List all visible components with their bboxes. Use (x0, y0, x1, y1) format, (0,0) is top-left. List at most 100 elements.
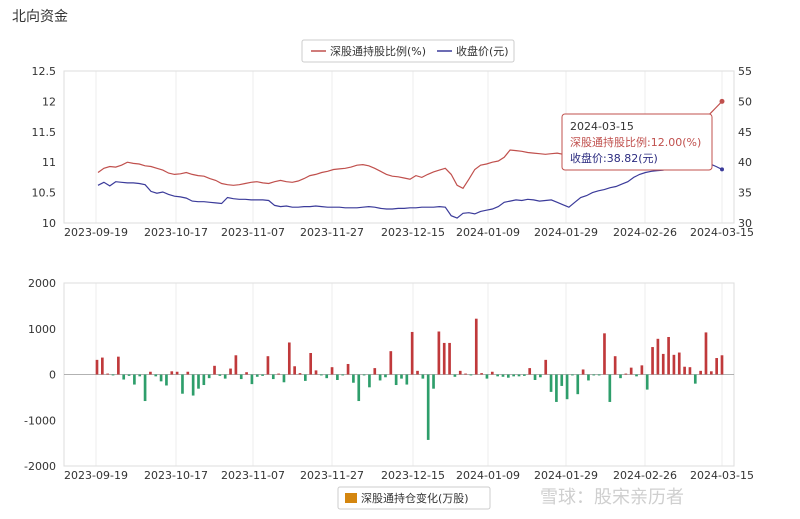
change-bar[interactable] (261, 374, 264, 376)
change-bar[interactable] (400, 374, 403, 379)
change-bar[interactable] (410, 331, 414, 375)
change-bar[interactable] (720, 355, 724, 375)
change-bar[interactable] (709, 371, 713, 375)
change-bar[interactable] (207, 374, 211, 379)
change-bar[interactable] (389, 351, 393, 375)
change-bar[interactable] (448, 342, 451, 375)
change-bar[interactable] (266, 356, 270, 375)
change-bar[interactable] (245, 372, 248, 375)
change-bar[interactable] (362, 374, 366, 376)
change-bar[interactable] (619, 374, 622, 379)
change-bar[interactable] (469, 374, 473, 376)
change-bar[interactable] (645, 374, 649, 390)
change-bar[interactable] (656, 338, 660, 375)
change-bar[interactable] (635, 374, 638, 377)
change-bar[interactable] (309, 353, 313, 375)
change-bar[interactable] (683, 366, 686, 375)
change-bar[interactable] (480, 373, 483, 375)
change-bar[interactable] (336, 374, 339, 380)
ratio-end-point[interactable] (719, 98, 725, 104)
change-bar[interactable] (218, 374, 222, 376)
change-bar[interactable] (341, 374, 345, 376)
change-bar[interactable] (170, 371, 174, 375)
change-bar[interactable] (560, 374, 564, 386)
change-bar[interactable] (405, 374, 409, 385)
change-bar[interactable] (255, 374, 259, 377)
change-bar[interactable] (442, 342, 446, 375)
change-bar[interactable] (165, 374, 168, 386)
change-bar[interactable] (234, 355, 238, 375)
change-bar[interactable] (672, 354, 676, 375)
change-bar[interactable] (592, 374, 596, 376)
change-bar[interactable] (346, 363, 350, 375)
change-bar[interactable] (352, 374, 355, 383)
change-bar[interactable] (661, 353, 665, 375)
change-bar[interactable] (555, 374, 558, 402)
change-bar[interactable] (282, 374, 286, 383)
change-bar[interactable] (512, 374, 515, 377)
change-bar[interactable] (229, 368, 232, 375)
change-bar[interactable] (117, 356, 120, 375)
change-bar[interactable] (539, 374, 542, 378)
change-bar[interactable] (202, 374, 206, 386)
change-bar[interactable] (304, 374, 307, 381)
change-bar[interactable] (688, 367, 692, 375)
change-bar[interactable] (565, 374, 569, 400)
change-bar[interactable] (373, 368, 377, 375)
change-bar[interactable] (426, 374, 430, 440)
change-bar[interactable] (608, 374, 612, 402)
change-bar[interactable] (544, 359, 548, 375)
bottom-legend[interactable]: 深股通持仓变化(万股) (337, 486, 491, 510)
change-bar[interactable] (394, 374, 398, 386)
change-bar[interactable] (95, 359, 99, 375)
change-bar[interactable] (378, 374, 382, 381)
change-bar[interactable] (667, 336, 670, 375)
change-bar[interactable] (485, 374, 489, 379)
change-bar[interactable] (490, 371, 494, 375)
change-bar[interactable] (330, 367, 334, 375)
change-bar[interactable] (603, 333, 606, 375)
change-bar[interactable] (293, 366, 296, 375)
change-bar[interactable] (101, 357, 104, 375)
change-bar[interactable] (715, 358, 718, 375)
change-bar[interactable] (693, 374, 697, 384)
change-bar[interactable] (496, 374, 499, 377)
top-legend[interactable]: 深股通持股比例(%) 收盘价(元) (301, 39, 515, 63)
change-bar[interactable] (213, 365, 216, 375)
change-bar[interactable] (149, 371, 152, 375)
change-bar[interactable] (613, 356, 617, 375)
change-bar[interactable] (506, 374, 510, 378)
change-bar[interactable] (699, 370, 702, 375)
change-bar[interactable] (474, 318, 478, 375)
change-bar[interactable] (384, 374, 387, 378)
change-bar[interactable] (581, 369, 585, 375)
change-bar[interactable] (127, 374, 131, 376)
change-bar[interactable] (239, 374, 243, 380)
change-bar[interactable] (624, 373, 628, 375)
change-bar[interactable] (597, 374, 601, 376)
change-bar[interactable] (458, 370, 462, 375)
price-end-point[interactable] (720, 167, 724, 172)
change-bar[interactable] (437, 331, 441, 375)
change-bar[interactable] (549, 374, 553, 392)
change-bar[interactable] (587, 374, 590, 381)
change-bar[interactable] (464, 373, 467, 375)
change-bar[interactable] (368, 374, 371, 388)
change-bar[interactable] (314, 370, 318, 375)
change-bar[interactable] (106, 373, 110, 375)
change-bar[interactable] (651, 347, 654, 375)
change-bar[interactable] (186, 371, 190, 375)
change-bar[interactable] (250, 374, 254, 385)
change-bar[interactable] (191, 374, 195, 396)
change-bar[interactable] (320, 374, 323, 376)
change-bar[interactable] (432, 374, 435, 389)
change-bar[interactable] (453, 374, 457, 377)
change-bar[interactable] (138, 374, 142, 377)
change-bar[interactable] (143, 374, 147, 402)
change-bar[interactable] (501, 374, 505, 377)
change-bar[interactable] (154, 374, 158, 377)
change-bar[interactable] (357, 374, 361, 402)
change-bar[interactable] (277, 373, 280, 375)
change-bar[interactable] (111, 374, 115, 376)
change-bar[interactable] (528, 368, 532, 375)
